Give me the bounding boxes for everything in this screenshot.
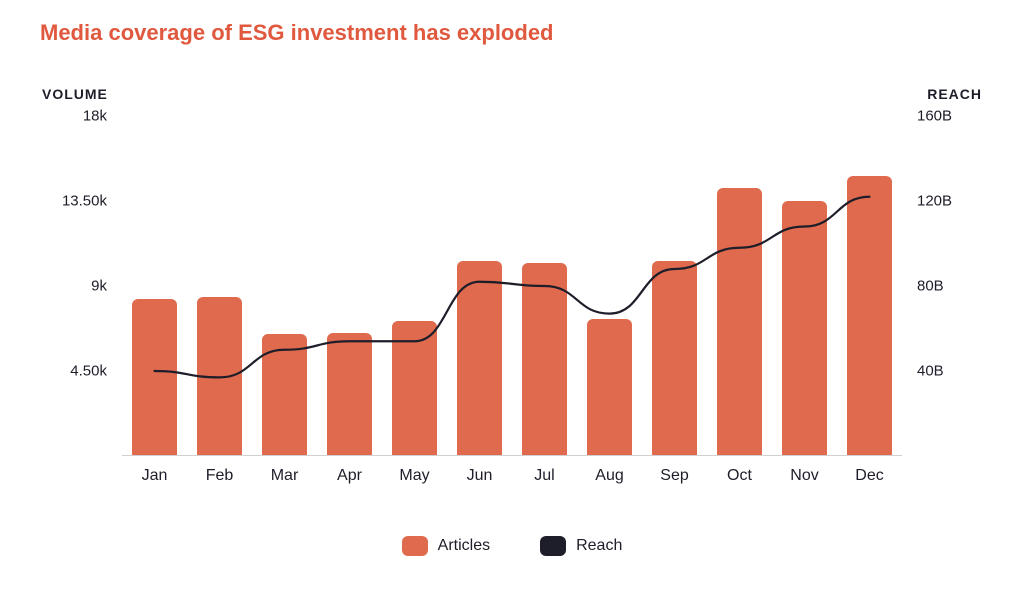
bar-slot: Aug [577,116,642,455]
y-right-tick: 120B [917,193,952,210]
bar-slot: Sep [642,116,707,455]
legend-label: Articles [438,537,490,555]
bar [782,201,828,455]
x-tick-label: Aug [577,467,642,485]
y-right-tick: 80B [917,278,944,295]
x-tick-label: Oct [707,467,772,485]
y-left-tick: 18k [83,108,107,125]
bar [327,333,373,455]
bar-slot: Jun [447,116,512,455]
bar [392,321,438,455]
x-tick-label: Mar [252,467,317,485]
bar [197,297,243,455]
y-left-tick: 4.50k [70,363,107,380]
y-right-tick: 160B [917,108,952,125]
bar [847,176,893,455]
bar-slot: Oct [707,116,772,455]
y-axis-right: 40B80B120B160B [907,116,982,456]
bar-slot: Jul [512,116,577,455]
bar-slot: Feb [187,116,252,455]
bar-slot: May [382,116,447,455]
legend-item-reach: Reach [540,536,622,556]
legend-swatch-articles [402,536,428,556]
x-tick-label: Feb [187,467,252,485]
bar-slot: Mar [252,116,317,455]
bar [132,299,178,455]
bar [587,319,633,455]
y-axis-right-title: REACH [927,86,982,102]
y-axis-left-title: VOLUME [42,86,108,102]
legend-item-articles: Articles [402,536,490,556]
y-left-tick: 9k [91,278,107,295]
legend-swatch-reach [540,536,566,556]
y-right-tick: 40B [917,363,944,380]
x-tick-label: Jul [512,467,577,485]
bar-slot: Apr [317,116,382,455]
y-axis-left: 4.50k9k13.50k18k [42,116,117,456]
bar [717,188,763,455]
chart-title: Media coverage of ESG investment has exp… [40,20,984,46]
bar-slot: Dec [837,116,902,455]
x-tick-label: Apr [317,467,382,485]
x-tick-label: May [382,467,447,485]
x-tick-label: Jun [447,467,512,485]
x-tick-label: Sep [642,467,707,485]
chart: VOLUME REACH 4.50k 9k 13.50k 18k 40B 80B 120B… [42,86,982,506]
legend-label: Reach [576,537,622,555]
x-tick-label: Nov [772,467,837,485]
bar [457,261,503,455]
bar [262,334,308,455]
x-tick-label: Jan [122,467,187,485]
bar-slot: Jan [122,116,187,455]
bar [522,263,568,455]
bar-slot: Nov [772,116,837,455]
plot-area: JanFebMarAprMayJunJulAugSepOctNovDec [122,116,902,456]
legend: Articles Reach [40,536,984,556]
bar-series: JanFebMarAprMayJunJulAugSepOctNovDec [122,116,902,456]
y-left-tick: 13.50k [62,193,107,210]
x-tick-label: Dec [837,467,902,485]
bar [652,261,698,455]
